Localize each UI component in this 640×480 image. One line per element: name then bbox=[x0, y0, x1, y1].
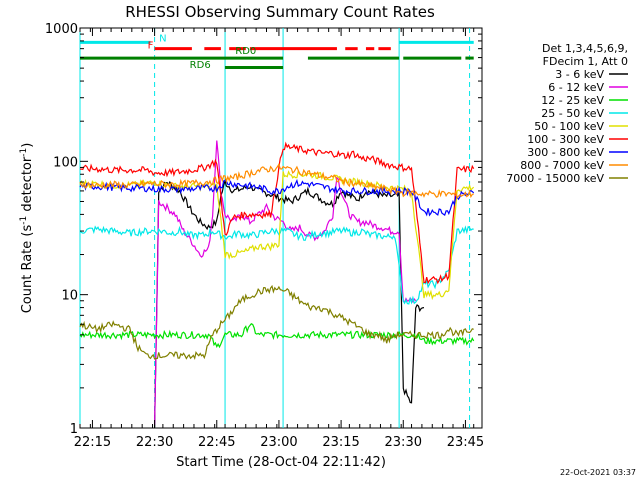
legend-label-2: 12 - 25 keV bbox=[541, 94, 604, 107]
x-tick-label-0: 22:15 bbox=[74, 435, 111, 450]
x-tick-label-4: 23:15 bbox=[322, 435, 359, 450]
legend-label-8: 7000 - 15000 keV bbox=[506, 172, 604, 185]
y-label-mid: detector bbox=[20, 156, 35, 216]
legend-label-3: 25 - 50 keV bbox=[541, 107, 604, 120]
series-line-0 bbox=[154, 178, 425, 429]
series-line-7 bbox=[79, 162, 474, 200]
y-axis-label: Count Rate (s-1 detector-1) bbox=[19, 143, 35, 314]
legend-label-1: 6 - 12 keV bbox=[548, 81, 604, 94]
legend-label-6: 300 - 800 keV bbox=[527, 146, 604, 159]
flag-label-n: N bbox=[159, 34, 166, 45]
legend-label-0: 3 - 6 keV bbox=[555, 68, 604, 81]
series-line-2 bbox=[79, 323, 475, 349]
reference-lines bbox=[79, 28, 471, 428]
flag-layer: NF RD0 RD6 bbox=[80, 34, 474, 71]
y-label-main: Count Rate (s bbox=[20, 225, 35, 314]
legend-header-0: Det 1,3,4,5,6,9, bbox=[542, 42, 628, 55]
legend-label-5: 100 - 300 keV bbox=[527, 133, 604, 146]
y-tick-label-2: 100 bbox=[53, 155, 78, 170]
y-tick-label-3: 1000 bbox=[45, 22, 78, 37]
flag-label-f: F bbox=[148, 41, 154, 52]
y-tick-label-0: 1 bbox=[70, 422, 78, 437]
legend-label-7: 800 - 7000 keV bbox=[520, 159, 604, 172]
plot-area bbox=[79, 27, 483, 429]
x-tick-label-5: 23:30 bbox=[385, 435, 422, 450]
x-tick-label-2: 22:45 bbox=[198, 435, 235, 450]
x-tick-label-3: 23:00 bbox=[260, 435, 297, 450]
x-tick-label-6: 23:45 bbox=[447, 435, 484, 450]
y-label-end: ) bbox=[20, 143, 35, 148]
axis-layer: 1 10 100 1000 22:15 22:30 22:45 23:00 23:15 23:30… bbox=[45, 22, 484, 450]
series-layer bbox=[79, 140, 475, 429]
chart-title: RHESSI Observing Summary Count Rates bbox=[125, 3, 435, 21]
series-line-3 bbox=[79, 225, 474, 305]
y-tick-label-1: 10 bbox=[61, 289, 78, 304]
series-line-1 bbox=[154, 140, 417, 425]
series-line-5 bbox=[79, 141, 475, 285]
series-line-6 bbox=[79, 178, 475, 217]
x-axis-label: Start Time (28-Oct-04 22:11:42) bbox=[176, 455, 386, 470]
y-label-sup2: -1 bbox=[19, 148, 29, 157]
date-stamp: 22-Oct-2021 03:37 bbox=[560, 468, 636, 477]
series-line-8 bbox=[79, 284, 474, 360]
y-label-sup1: -1 bbox=[19, 216, 29, 225]
legend: Det 1,3,4,5,6,9,FDecim 1, Att 03 - 6 keV… bbox=[506, 42, 628, 185]
legend-label-4: 50 - 100 keV bbox=[534, 120, 604, 133]
flag-label-rd0: RD0 bbox=[235, 46, 256, 57]
legend-header-1: FDecim 1, Att 0 bbox=[543, 55, 628, 68]
flag-label-rd6: RD6 bbox=[190, 60, 211, 71]
x-tick-label-1: 22:30 bbox=[136, 435, 173, 450]
